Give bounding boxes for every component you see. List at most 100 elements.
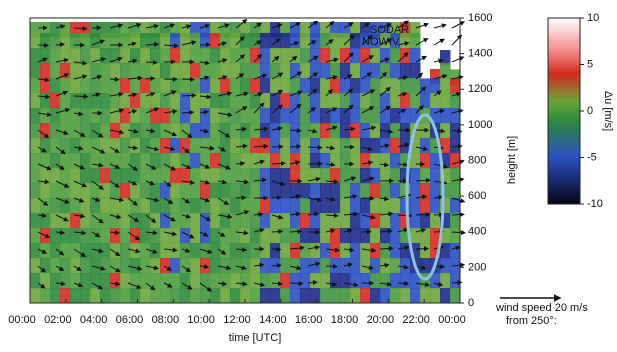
color-cell [70, 93, 81, 109]
color-cell [210, 243, 221, 259]
color-cell [350, 288, 361, 304]
color-cell [190, 213, 201, 229]
color-cell [30, 243, 41, 259]
color-cell [350, 258, 361, 274]
color-cell [350, 198, 361, 214]
color-cell [170, 213, 181, 229]
color-cell [420, 168, 431, 184]
color-cell [60, 93, 71, 109]
color-cell [50, 63, 61, 79]
color-cell [100, 228, 111, 244]
color-cell [240, 213, 251, 229]
color-cell [270, 153, 281, 169]
color-cell [230, 213, 241, 229]
color-cell [160, 288, 171, 304]
color-cell [400, 288, 411, 304]
color-cell [190, 123, 201, 139]
color-cell [80, 153, 91, 169]
color-cell [70, 48, 81, 64]
color-cell [280, 108, 291, 124]
color-cell [340, 138, 351, 154]
color-cell [180, 273, 191, 289]
color-cell [280, 48, 291, 64]
color-cell [300, 108, 311, 124]
color-cell [290, 78, 301, 94]
color-cell [320, 243, 331, 259]
color-cell [160, 198, 171, 214]
color-cell [280, 228, 291, 244]
wind-arrow [362, 198, 374, 199]
color-cell [330, 123, 341, 139]
color-cell [290, 138, 301, 154]
color-cell [240, 198, 251, 214]
color-cell [280, 153, 291, 169]
color-cell [330, 258, 341, 274]
color-cell [70, 228, 81, 244]
color-cell [100, 153, 111, 169]
color-cell [200, 63, 211, 79]
color-cell [80, 183, 91, 199]
color-cell [130, 288, 141, 304]
wind-arrow [272, 249, 280, 250]
color-cell [160, 243, 171, 259]
color-cell [270, 288, 281, 304]
x-tick-label: 12:00 [223, 314, 251, 326]
color-cell [210, 78, 221, 94]
color-cell [330, 78, 341, 94]
color-cell [210, 288, 221, 304]
color-cell [430, 198, 441, 214]
color-cell [310, 213, 321, 229]
wind-arrow [182, 79, 194, 80]
color-cell [80, 213, 91, 229]
wind-arrow [110, 79, 119, 80]
color-cell [360, 168, 371, 184]
color-cell [30, 198, 41, 214]
color-cell [370, 258, 381, 274]
color-cell [230, 63, 241, 79]
color-cell [260, 288, 271, 304]
color-cell [130, 78, 141, 94]
color-cell [400, 258, 411, 274]
x-tick-label: 00:00 [8, 314, 36, 326]
color-cell [120, 183, 131, 199]
color-cell [90, 63, 101, 79]
color-cell [300, 153, 311, 169]
color-cell [180, 288, 191, 304]
color-cell [360, 63, 371, 79]
colorbar-label: Δu [m/s] [602, 91, 614, 131]
color-cell [90, 138, 101, 154]
color-cell [70, 183, 81, 199]
color-cell [260, 198, 271, 214]
color-cell [150, 273, 161, 289]
color-cell [350, 78, 361, 94]
color-cell [300, 243, 311, 259]
color-cell [320, 273, 331, 289]
color-cell [450, 153, 461, 169]
color-cell [370, 273, 381, 289]
color-cell [180, 213, 191, 229]
color-cell [210, 198, 221, 214]
color-cell [390, 78, 401, 94]
color-cell [60, 258, 71, 274]
color-cell [240, 228, 251, 244]
color-cell [80, 288, 91, 304]
color-cell [440, 258, 451, 274]
y-tick-label: 1000 [468, 119, 492, 131]
color-cell [260, 243, 271, 259]
color-cell [110, 108, 121, 124]
wind-arrow [200, 44, 210, 45]
color-cell [210, 33, 221, 49]
color-cell [190, 78, 201, 94]
color-cell [280, 63, 291, 79]
color-cell [290, 153, 301, 169]
color-cell [390, 153, 401, 169]
color-cell [280, 168, 291, 184]
color-cell [390, 273, 401, 289]
color-cell [100, 258, 111, 274]
color-cell [60, 153, 71, 169]
color-cell [270, 33, 281, 49]
color-cell [370, 198, 381, 214]
color-cell [260, 93, 271, 109]
color-cell [210, 183, 221, 199]
color-cell [150, 63, 161, 79]
